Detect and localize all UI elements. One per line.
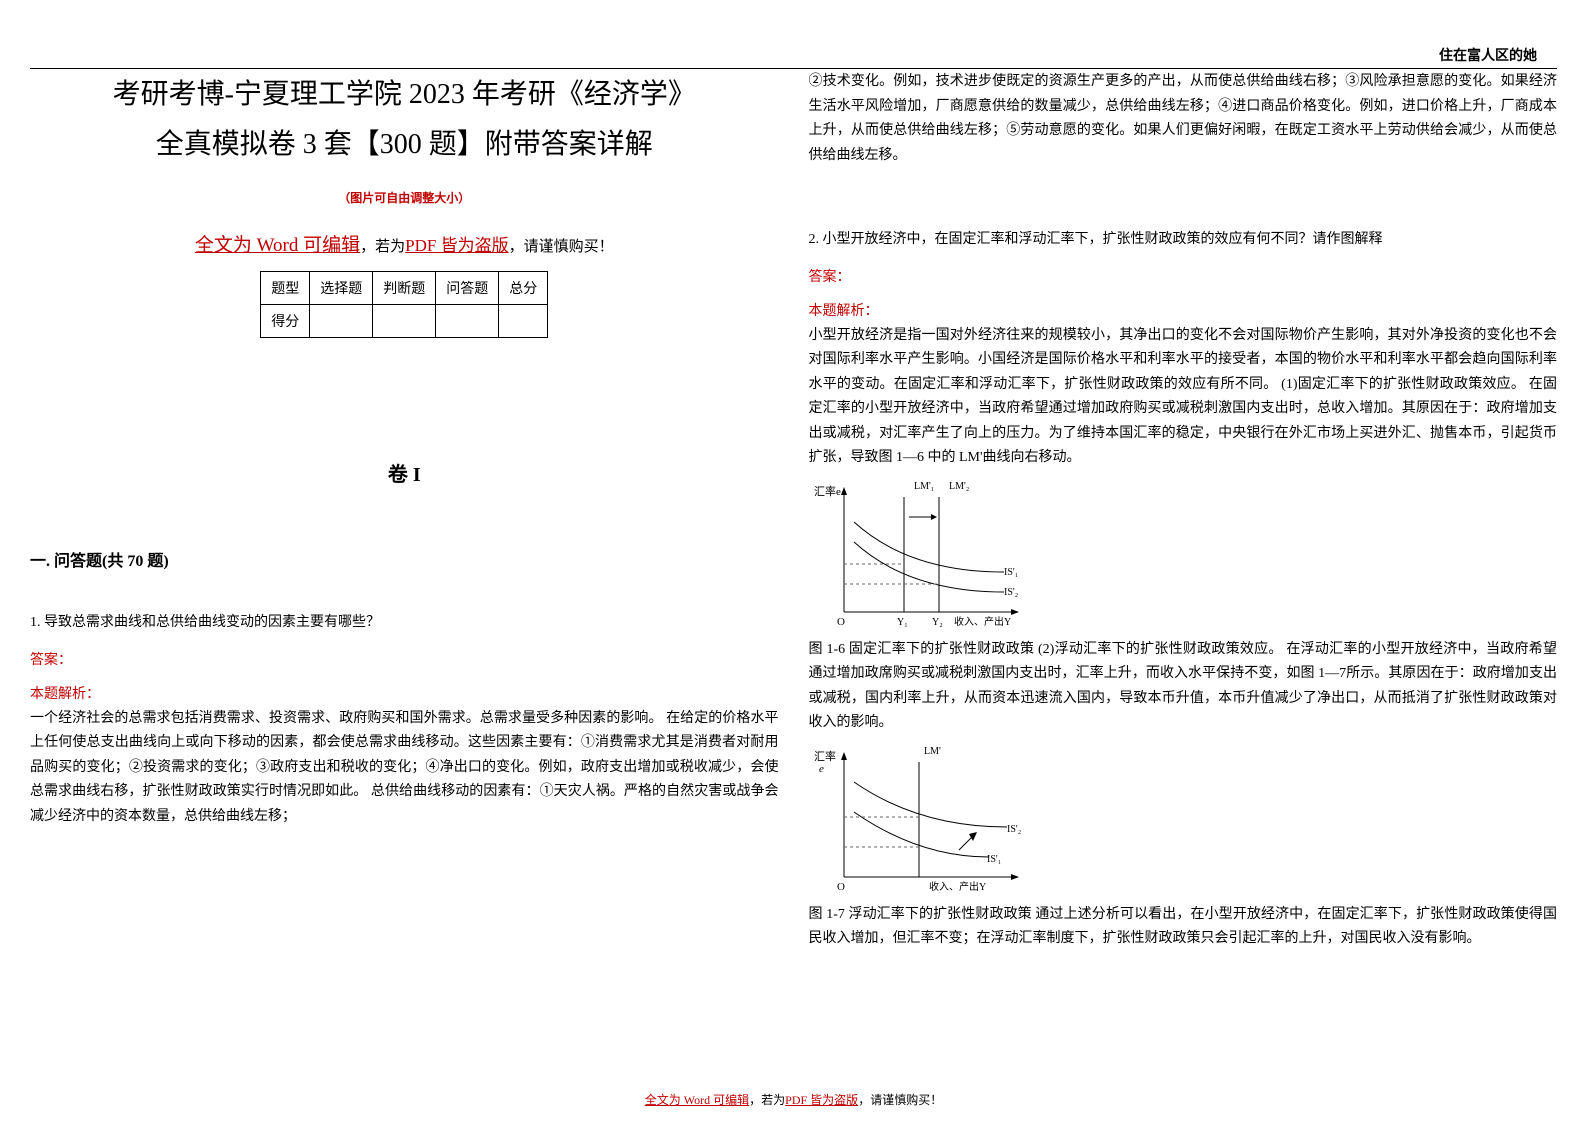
footer-red1: 全文为 Word 可编辑 <box>645 1093 749 1107</box>
q1-body-left: 一个经济社会的总需求包括消费需求、投资需求、政府购买和国外需求。总需求量受多种因… <box>30 707 779 830</box>
edit-note-red1: 全文为 Word 可编辑 <box>195 235 360 256</box>
th-judge: 判断题 <box>373 271 436 304</box>
fig1-is1: IS'₁ <box>1004 567 1018 578</box>
q2-question: 2. 小型开放经济中，在固定汇率和浮动汇率下，扩张性财政政策的效应有何不同？请作… <box>809 228 1558 252</box>
section-title: 一. 问答题(共 70 题) <box>30 547 779 571</box>
chart-svg-2: 汇率 e O 收入、产出Y LM' IS'₂ IS'₁ <box>809 742 1029 897</box>
th-total: 总分 <box>499 271 548 304</box>
title-block: 考研考博-宁夏理工学院 2023 年考研《经济学》 全真模拟卷 3 套【300 … <box>30 70 779 206</box>
image-size-note: （图片可自由调整大小） <box>30 189 779 206</box>
th-choice: 选择题 <box>310 271 373 304</box>
fig1-lm2: LM'₂ <box>949 481 969 492</box>
td-empty <box>499 304 548 337</box>
fig2-xlabel: 收入、产出Y <box>929 880 986 893</box>
th-answer: 问答题 <box>436 271 499 304</box>
fig2-origin: O <box>837 881 845 893</box>
q2-answer-label: 答案： <box>809 266 1558 286</box>
fig1-is2: IS'₂ <box>1004 587 1018 598</box>
volume-label: 卷 I <box>30 458 779 487</box>
edit-note-p4: ，请谨慎购买！ <box>509 239 614 255</box>
fig2-is2: IS'₁ <box>987 854 1001 865</box>
figure-1-6: 汇率e O Y₁ Y₂ 收入、产出Y LM'₁ LM'₂ IS'₁ IS'₂ <box>809 477 1558 632</box>
fig1-xlabel: 收入、产出Y <box>954 615 1011 628</box>
q1-question: 1. 导致总需求曲线和总供给曲线变动的因素主要有哪些？ <box>30 611 779 635</box>
score-table: 题型 选择题 判断题 问答题 总分 得分 <box>260 271 548 338</box>
table-row: 得分 <box>261 304 548 337</box>
fig1-lm1: LM'₁ <box>914 481 934 492</box>
fig1-caption: 图 1-6 固定汇率下的扩张性财政政策 (2)浮动汇率下的扩张性财政政策效应。 … <box>809 638 1558 736</box>
main-title-line2: 全真模拟卷 3 套【300 题】附带答案详解 <box>30 120 779 170</box>
edit-note-red2: PDF 皆为盗版 <box>405 236 508 255</box>
q1-analysis-label: 本题解析： <box>30 683 779 703</box>
footer-p4: ，请谨慎购买！ <box>858 1093 942 1107</box>
q2-analysis-label: 本题解析： <box>809 300 1558 320</box>
edit-note-p2: ，若为 <box>360 239 405 255</box>
q2-body1: 小型开放经济是指一国对外经济往来的规模较小，其净出口的变化不会对国际物价产生影响… <box>809 324 1558 471</box>
fig2-lm: LM' <box>924 746 941 757</box>
q1-body-right: ②技术变化。例如，技术进步使既定的资源生产更多的产出，从而使总供给曲线右移；③风… <box>809 70 1558 168</box>
left-column: 考研考博-宁夏理工学院 2023 年考研《经济学》 全真模拟卷 3 套【300 … <box>30 40 779 952</box>
fig1-ylabel: 汇率e <box>814 484 841 498</box>
fig2-ylabel1: 汇率 <box>814 749 836 763</box>
chart-svg-1: 汇率e O Y₁ Y₂ 收入、产出Y LM'₁ LM'₂ IS'₁ IS'₂ <box>809 477 1029 632</box>
top-rule <box>30 68 1557 69</box>
fig1-origin: O <box>837 616 845 628</box>
footer-p2: ，若为 <box>749 1093 785 1107</box>
fig1-y2: Y₂ <box>932 617 943 628</box>
q1-answer-label: 答案： <box>30 649 779 669</box>
th-type: 题型 <box>261 271 310 304</box>
td-score-label: 得分 <box>261 304 310 337</box>
footer: 全文为 Word 可编辑，若为PDF 皆为盗版，请谨慎购买！ <box>0 1091 1587 1108</box>
fig2-is1: IS'₂ <box>1007 824 1021 835</box>
main-title-line1: 考研考博-宁夏理工学院 2023 年考研《经济学》 <box>30 70 779 120</box>
table-row: 题型 选择题 判断题 问答题 总分 <box>261 271 548 304</box>
fig2-caption: 图 1-7 浮动汇率下的扩张性财政政策 通过上述分析可以看出，在小型开放经济中，… <box>809 903 1558 952</box>
header-watermark: 住在富人区的她 <box>1439 45 1537 65</box>
td-empty <box>310 304 373 337</box>
right-column: ②技术变化。例如，技术进步使既定的资源生产更多的产出，从而使总供给曲线右移；③风… <box>809 40 1558 952</box>
footer-red2: PDF 皆为盗版 <box>785 1093 858 1107</box>
edit-note: 全文为 Word 可编辑，若为PDF 皆为盗版，请谨慎购买！ <box>30 230 779 257</box>
td-empty <box>373 304 436 337</box>
fig2-ylabel2: e <box>819 763 824 775</box>
page-container: 考研考博-宁夏理工学院 2023 年考研《经济学》 全真模拟卷 3 套【300 … <box>0 0 1587 972</box>
fig1-y1: Y₁ <box>897 617 908 628</box>
td-empty <box>436 304 499 337</box>
figure-1-7: 汇率 e O 收入、产出Y LM' IS'₂ IS'₁ <box>809 742 1558 897</box>
